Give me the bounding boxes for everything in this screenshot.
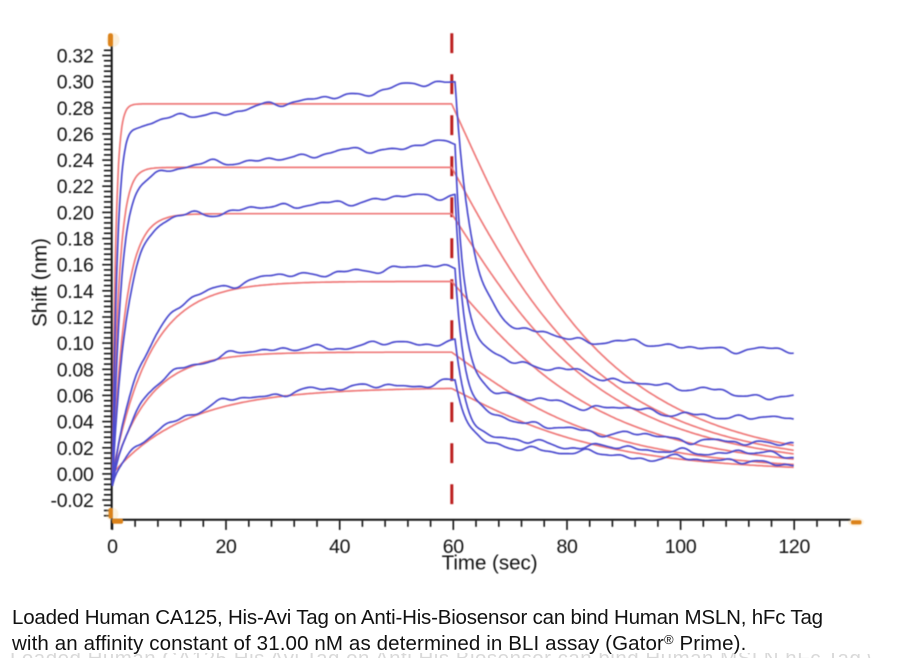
svg-text:Shift (nm): Shift (nm) [29,238,52,327]
svg-text:0.10: 0.10 [57,333,94,355]
svg-text:0.00: 0.00 [57,464,94,486]
svg-text:0.18: 0.18 [57,229,94,251]
svg-text:0.28: 0.28 [57,98,94,120]
svg-text:Time (sec): Time (sec) [442,552,538,575]
svg-text:100: 100 [665,536,697,558]
svg-text:0.30: 0.30 [57,72,94,94]
svg-text:60: 60 [443,536,465,558]
svg-text:80: 80 [556,536,578,558]
svg-text:0.06: 0.06 [57,385,94,407]
svg-text:0.04: 0.04 [57,412,94,434]
svg-text:0.08: 0.08 [57,359,94,381]
svg-text:40: 40 [329,536,351,558]
svg-text:-0.02: -0.02 [51,490,94,512]
svg-text:0.12: 0.12 [57,307,94,329]
svg-text:0.26: 0.26 [57,124,94,146]
svg-text:0.20: 0.20 [57,202,94,224]
svg-text:0: 0 [107,536,118,558]
svg-text:0.02: 0.02 [57,438,94,460]
svg-text:0.16: 0.16 [57,255,94,277]
svg-text:120: 120 [778,536,810,558]
svg-text:0.32: 0.32 [57,46,94,68]
svg-text:0.22: 0.22 [57,176,94,198]
svg-text:0.24: 0.24 [57,150,94,172]
svg-text:0.14: 0.14 [57,281,94,303]
svg-text:20: 20 [215,536,237,558]
